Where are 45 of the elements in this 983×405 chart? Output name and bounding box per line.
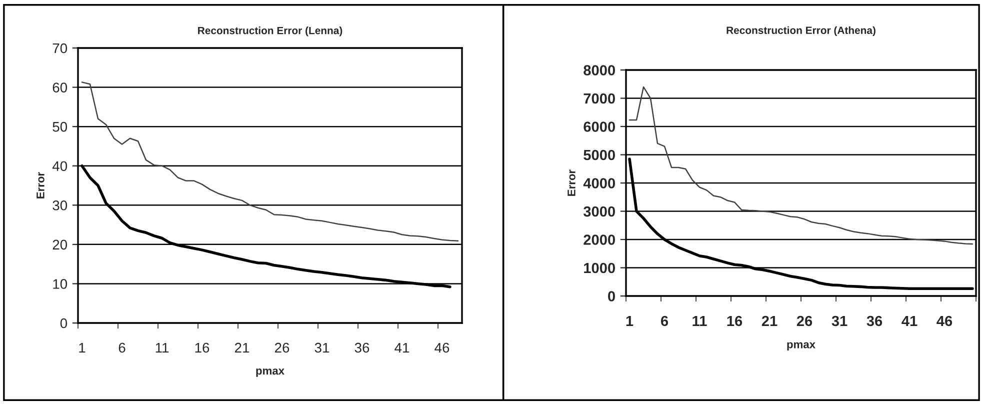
y-tick-label: 5000 (584, 150, 615, 160)
y-axis-title: Error (568, 170, 576, 196)
y-tick-label: 4000 (583, 178, 615, 188)
x-tick-label: 46 (434, 342, 450, 353)
y-tick-label: 7000 (584, 93, 615, 104)
x-tick-label: 21 (762, 316, 778, 326)
x-tick-label: 36 (354, 342, 370, 353)
y-tick-label: 30 (52, 200, 68, 210)
x-tick-label: 36 (866, 316, 882, 326)
chart-title: Reconstruction Error (Lenna) (198, 26, 342, 36)
y-tick-label: 6000 (584, 122, 615, 132)
x-axis-title: pmax (256, 368, 284, 377)
y-axis-title: Error (36, 172, 44, 198)
y-tick-label: 3000 (583, 206, 615, 217)
y-tick-label: 60 (52, 82, 68, 92)
x-tick-label: 6 (118, 342, 126, 353)
x-tick-label: 6 (660, 316, 668, 326)
x-tick-label: 41 (902, 316, 918, 326)
x-tick-label: 21 (234, 342, 250, 353)
x-tick-label: 11 (692, 316, 707, 326)
x-tick-label: 41 (394, 342, 410, 353)
x-tick-label: 1 (626, 316, 634, 326)
x-tick-label: 26 (274, 342, 290, 353)
x-tick-label: 16 (195, 342, 210, 353)
y-tick-label: 40 (52, 161, 68, 172)
x-tick-label: 31 (832, 316, 848, 326)
x-tick-label: 16 (727, 316, 742, 326)
y-tick-label: 0 (608, 291, 615, 302)
y-tick-label: 0 (60, 318, 68, 328)
chart-title: Reconstruction Error (Athena) (726, 26, 876, 36)
y-tick-label: 8000 (584, 65, 615, 76)
y-tick-label: 50 (52, 122, 68, 132)
x-tick-label: 31 (314, 342, 330, 353)
line-series (81, 82, 459, 242)
x-axis-title: pmax (787, 342, 816, 351)
y-tick-label: 1000 (584, 262, 615, 274)
x-tick-label: 46 (936, 316, 952, 326)
y-tick-label: 70 (52, 43, 68, 54)
y-tick-label: 2000 (584, 234, 615, 245)
line-series (628, 86, 974, 245)
x-tick-label: 11 (156, 342, 169, 353)
y-tick-label: 20 (52, 240, 68, 250)
y-tick-label: 10 (53, 279, 68, 289)
x-tick-label: 26 (796, 316, 812, 326)
x-tick-label: 1 (79, 342, 86, 353)
